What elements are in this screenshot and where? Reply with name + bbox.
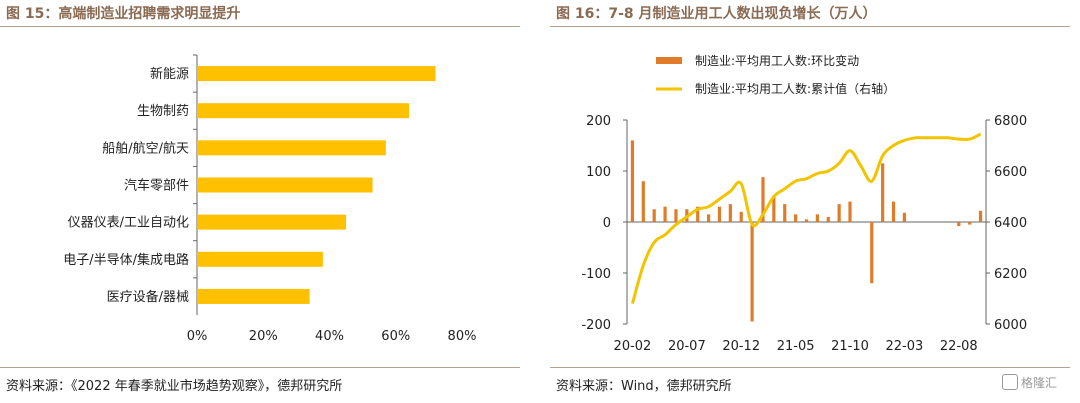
change-bar	[902, 212, 907, 222]
right-chart-panel: 图 16：7-8 月制造业用工人数出现负增长（万人） 制造业:平均用工人数:环比…	[550, 0, 1080, 403]
change-bar	[750, 222, 754, 322]
change-bar	[815, 214, 819, 222]
change-bar	[968, 222, 972, 225]
change-bar	[837, 204, 841, 222]
right-y-tick-label: 6000	[994, 318, 1027, 333]
change-bar	[826, 216, 830, 222]
change-bar	[848, 201, 852, 222]
x-tick-label: 22-03	[886, 339, 924, 354]
change-bar	[794, 214, 798, 222]
change-bar	[957, 222, 961, 227]
change-bar	[739, 211, 743, 222]
change-bar	[978, 210, 983, 222]
change-bar	[641, 181, 645, 222]
right-y-tick-label: 6200	[994, 267, 1027, 282]
left-y-tick-label: -200	[581, 318, 611, 333]
left-y-tick-label: 0	[603, 216, 611, 231]
left-title-rule	[0, 26, 520, 27]
left-bar	[197, 251, 323, 267]
left-x-tick-label: 20%	[249, 329, 278, 344]
x-tick-label: 20-02	[614, 339, 652, 354]
left-bar	[197, 177, 373, 193]
left-chart-panel: 图 15：高端制造业招聘需求明显提升 新能源生物制药船舶/航空/航天汽车零部件仪…	[0, 0, 530, 403]
legend-line-label: 制造业:平均用工人数:累计值（右轴）	[695, 81, 895, 96]
left-x-tick-label: 0%	[187, 329, 208, 344]
watermark-text: 格隆汇	[1021, 376, 1058, 390]
left-source: 资料来源：《2022 年春季就业市场趋势观察》，德邦研究所	[6, 379, 343, 394]
left-source-rule	[0, 367, 520, 368]
left-y-tick-label: 100	[586, 165, 611, 180]
change-bar	[761, 177, 765, 222]
change-bar	[652, 209, 656, 222]
change-bar	[870, 222, 874, 284]
left-x-tick-label: 80%	[448, 329, 477, 344]
watermark-logo-icon	[1002, 374, 1018, 390]
right-source: 资料来源：Wind，德邦研究所	[556, 379, 732, 394]
change-bar	[663, 206, 667, 222]
x-tick-label: 21-05	[777, 339, 815, 354]
left-category-label: 生物制药	[137, 104, 189, 119]
x-tick-label: 20-07	[668, 339, 706, 354]
change-bar	[674, 209, 678, 222]
left-bar	[197, 214, 347, 230]
left-x-tick-label: 40%	[315, 329, 344, 344]
left-bar	[197, 103, 409, 119]
cumulative-line	[630, 132, 982, 305]
left-category-label: 医疗设备/器械	[107, 289, 189, 305]
change-bar	[881, 163, 885, 222]
change-bar	[891, 201, 896, 222]
x-tick-label: 21-10	[831, 339, 869, 354]
right-y-tick-label: 6400	[994, 216, 1027, 231]
change-bar	[783, 204, 787, 222]
change-bar	[706, 214, 711, 222]
x-tick-label: 20-12	[722, 339, 760, 354]
legend-bar-label: 制造业:平均用工人数:环比变动	[695, 53, 859, 68]
change-bar	[696, 206, 700, 222]
change-bar	[717, 206, 722, 222]
change-bar	[804, 219, 809, 222]
legend-bar-swatch	[656, 57, 682, 64]
left-category-label: 仪器仪表/工业自动化	[68, 216, 189, 231]
left-category-label: 船舶/航空/航天	[102, 140, 189, 156]
left-x-tick-label: 60%	[381, 329, 410, 344]
left-y-tick-label: 200	[586, 114, 611, 129]
left-category-label: 新能源	[150, 66, 189, 82]
watermark: 格隆汇	[1002, 374, 1057, 391]
change-bar	[728, 204, 732, 222]
left-chart-title: 图 15：高端制造业招聘需求明显提升	[6, 6, 241, 22]
left-bar	[197, 288, 310, 304]
left-bar	[197, 66, 436, 82]
left-category-label: 电子/半导体/集成电路	[63, 252, 189, 268]
left-bar-chart: 新能源生物制药船舶/航空/航天汽车零部件仪器仪表/工业自动化电子/半导体/集成电…	[63, 54, 477, 344]
left-y-tick-label: -100	[581, 267, 611, 282]
change-bar	[630, 140, 635, 222]
change-bar	[772, 196, 776, 222]
x-tick-label: 22-08	[940, 339, 978, 354]
right-y-tick-label: 6800	[994, 114, 1027, 129]
right-chart-title: 图 16：7-8 月制造业用工人数出现负增长（万人）	[556, 6, 877, 22]
right-title-rule	[550, 26, 1070, 27]
left-category-label: 汽车零部件	[124, 178, 189, 194]
right-source-rule	[550, 367, 1070, 368]
left-bar	[197, 140, 386, 156]
right-y-tick-label: 6600	[994, 165, 1027, 180]
